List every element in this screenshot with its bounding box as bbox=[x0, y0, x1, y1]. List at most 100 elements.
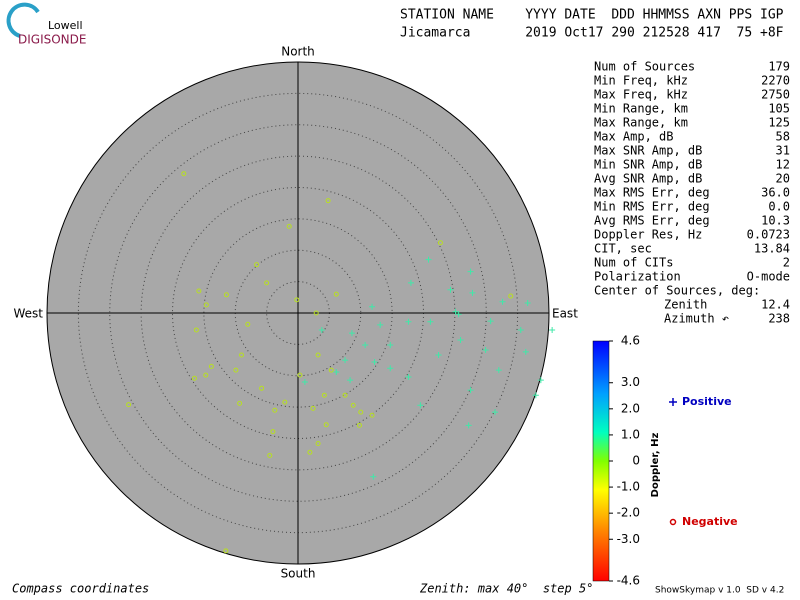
source-negative bbox=[191, 375, 197, 381]
legend-label: Positive bbox=[682, 395, 732, 408]
source-negative bbox=[350, 402, 356, 408]
colorbar-tick-label: 2.0 bbox=[621, 401, 640, 415]
source-positive bbox=[405, 318, 412, 325]
source-positive bbox=[407, 279, 414, 286]
colorbar-tick-label: -3.0 bbox=[617, 532, 640, 546]
param-value: 125 bbox=[768, 116, 790, 130]
source-negative bbox=[315, 352, 321, 358]
param-label: Max RMS Err, deg bbox=[594, 186, 710, 200]
source-negative bbox=[223, 292, 229, 298]
source-negative bbox=[203, 372, 209, 378]
source-positive bbox=[455, 311, 462, 318]
source-negative bbox=[272, 407, 278, 413]
param-label: CIT, sec bbox=[594, 242, 652, 256]
source-negative bbox=[313, 310, 319, 316]
param-value: 105 bbox=[768, 102, 790, 116]
source-negative bbox=[508, 293, 514, 299]
source-negative bbox=[369, 412, 375, 418]
colorbar-tick-label: 0 bbox=[632, 454, 640, 468]
source-negative bbox=[321, 392, 327, 398]
source-positive bbox=[447, 286, 454, 293]
source-negative bbox=[342, 392, 348, 398]
param-label: Polarization bbox=[594, 270, 681, 284]
center-label: Zenith bbox=[664, 298, 707, 312]
source-positive bbox=[524, 299, 531, 306]
logo-arc bbox=[6, 2, 40, 38]
colorbar-label: Doppler, Hz bbox=[650, 433, 661, 498]
param-label: Num of CITs bbox=[594, 256, 673, 270]
source-negative bbox=[181, 171, 187, 177]
source-negative bbox=[356, 422, 362, 428]
param-value: 31 bbox=[776, 144, 790, 158]
source-negative bbox=[267, 452, 273, 458]
source-negative bbox=[282, 399, 288, 405]
logo-top: Lowell bbox=[48, 19, 83, 32]
footer-middle: Zenith: max 40° step 5° bbox=[419, 582, 593, 596]
param-label: Max SNR Amp, dB bbox=[594, 144, 702, 158]
center-label: Azimuth ↶ bbox=[664, 312, 729, 326]
param-label: Max Freq, kHz bbox=[594, 88, 688, 102]
source-positive bbox=[517, 326, 524, 333]
colorbar bbox=[592, 340, 610, 582]
center-value: 238 bbox=[768, 312, 790, 326]
source-positive bbox=[465, 422, 472, 429]
legend-label: Negative bbox=[682, 515, 738, 528]
source-positive bbox=[495, 367, 502, 374]
source-negative bbox=[310, 405, 316, 411]
source-negative bbox=[239, 352, 245, 358]
param-label: Avg RMS Err, deg bbox=[594, 214, 710, 228]
param-label: Avg SNR Amp, dB bbox=[594, 172, 702, 186]
source-positive bbox=[469, 289, 476, 296]
east-label: East bbox=[552, 307, 578, 321]
param-value: 2270 bbox=[761, 74, 790, 88]
source-negative bbox=[294, 297, 300, 303]
source-positive bbox=[362, 342, 369, 349]
source-negative bbox=[323, 422, 329, 428]
source-positive bbox=[487, 318, 494, 325]
param-value: 36.0 bbox=[761, 186, 790, 200]
footer-right: ShowSkymap v 1.0 SD v 4.2 bbox=[655, 586, 784, 596]
param-label: Min RMS Err, deg bbox=[594, 200, 710, 214]
param-value: 0.0723 bbox=[747, 228, 790, 242]
north-label: North bbox=[281, 45, 315, 59]
source-negative bbox=[297, 372, 303, 378]
source-negative bbox=[126, 402, 132, 408]
source-positive bbox=[371, 358, 378, 365]
source-negative bbox=[264, 280, 270, 286]
colorbar-tick-label: -4.6 bbox=[617, 574, 640, 588]
source-negative bbox=[286, 223, 292, 229]
source-negative bbox=[259, 385, 265, 391]
source-negative bbox=[223, 548, 229, 554]
source-positive bbox=[405, 374, 412, 381]
source-negative bbox=[233, 367, 239, 373]
param-label: Num of Sources bbox=[594, 60, 695, 74]
header-values: Jicamarca 2019 Oct17 290 212528 417 75 +… bbox=[400, 26, 784, 41]
source-positive bbox=[369, 303, 376, 310]
source-negative bbox=[245, 321, 251, 327]
source-positive bbox=[333, 368, 340, 375]
param-value: 13.84 bbox=[754, 242, 790, 256]
source-positive bbox=[348, 330, 355, 337]
param-label: Min Range, km bbox=[594, 102, 688, 116]
param-label: Max Range, km bbox=[594, 116, 688, 130]
source-positive bbox=[549, 326, 556, 333]
source-positive bbox=[467, 387, 474, 394]
source-positive bbox=[532, 392, 539, 399]
param-value: O-mode bbox=[747, 270, 790, 284]
param-value: 58 bbox=[776, 130, 790, 144]
source-negative bbox=[203, 302, 209, 308]
source-negative bbox=[358, 409, 364, 415]
source-positive bbox=[452, 308, 459, 315]
source-positive bbox=[387, 342, 394, 349]
source-negative bbox=[307, 449, 313, 455]
source-positive bbox=[301, 379, 308, 386]
param-label: Min SNR Amp, dB bbox=[594, 158, 702, 172]
source-positive bbox=[537, 377, 544, 384]
source-negative bbox=[437, 240, 443, 246]
source-positive bbox=[370, 473, 377, 480]
colorbar-tick-label: 4.6 bbox=[621, 334, 640, 348]
source-positive bbox=[482, 347, 489, 354]
source-negative bbox=[208, 363, 214, 369]
header-labels: STATION NAME YYYY DATE DDD HHMMSS AXN PP… bbox=[400, 8, 784, 23]
